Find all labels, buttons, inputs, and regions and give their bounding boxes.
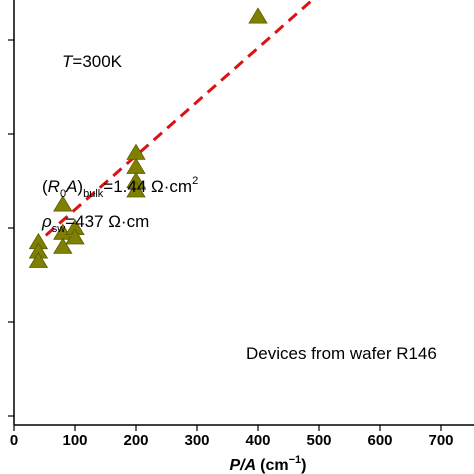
temperature-var: T bbox=[62, 52, 74, 71]
temperature-annotation: T=300K bbox=[62, 52, 123, 71]
data-points-layer bbox=[28, 7, 268, 268]
fit-line bbox=[31, 0, 315, 249]
r0a-annotation: (R0A)bulk=1.44 Ω·cm2 bbox=[42, 175, 198, 200]
y-axis-ticks bbox=[8, 39, 14, 417]
x-axis-title: P/A (cm−1) bbox=[230, 454, 307, 474]
x-axis-tick-labels: 0 100 200 300 400 500 600 700 bbox=[10, 432, 454, 449]
x-tick-label-200: 200 bbox=[123, 432, 148, 449]
temperature-value: =300K bbox=[72, 52, 122, 71]
data-point-3 bbox=[53, 195, 73, 212]
data-point-7 bbox=[65, 228, 85, 245]
rho-annotation: ρsw=437 Ω·cm bbox=[41, 212, 149, 235]
x-tick-label-0: 0 bbox=[10, 432, 18, 449]
data-point-13 bbox=[248, 7, 268, 24]
x-tick-label-100: 100 bbox=[62, 432, 87, 449]
x-tick-label-700: 700 bbox=[428, 432, 453, 449]
data-point-11 bbox=[126, 181, 146, 198]
fit-line-layer bbox=[31, 0, 315, 249]
x-axis-ticks bbox=[13, 425, 442, 431]
x-tick-label-400: 400 bbox=[245, 432, 270, 449]
x-tick-label-600: 600 bbox=[367, 432, 392, 449]
x-tick-label-500: 500 bbox=[306, 432, 331, 449]
devices-annotation: Devices from wafer R146 bbox=[246, 344, 437, 363]
data-point-2 bbox=[28, 251, 49, 268]
data-point-5 bbox=[53, 237, 73, 254]
x-tick-label-300: 300 bbox=[184, 432, 209, 449]
